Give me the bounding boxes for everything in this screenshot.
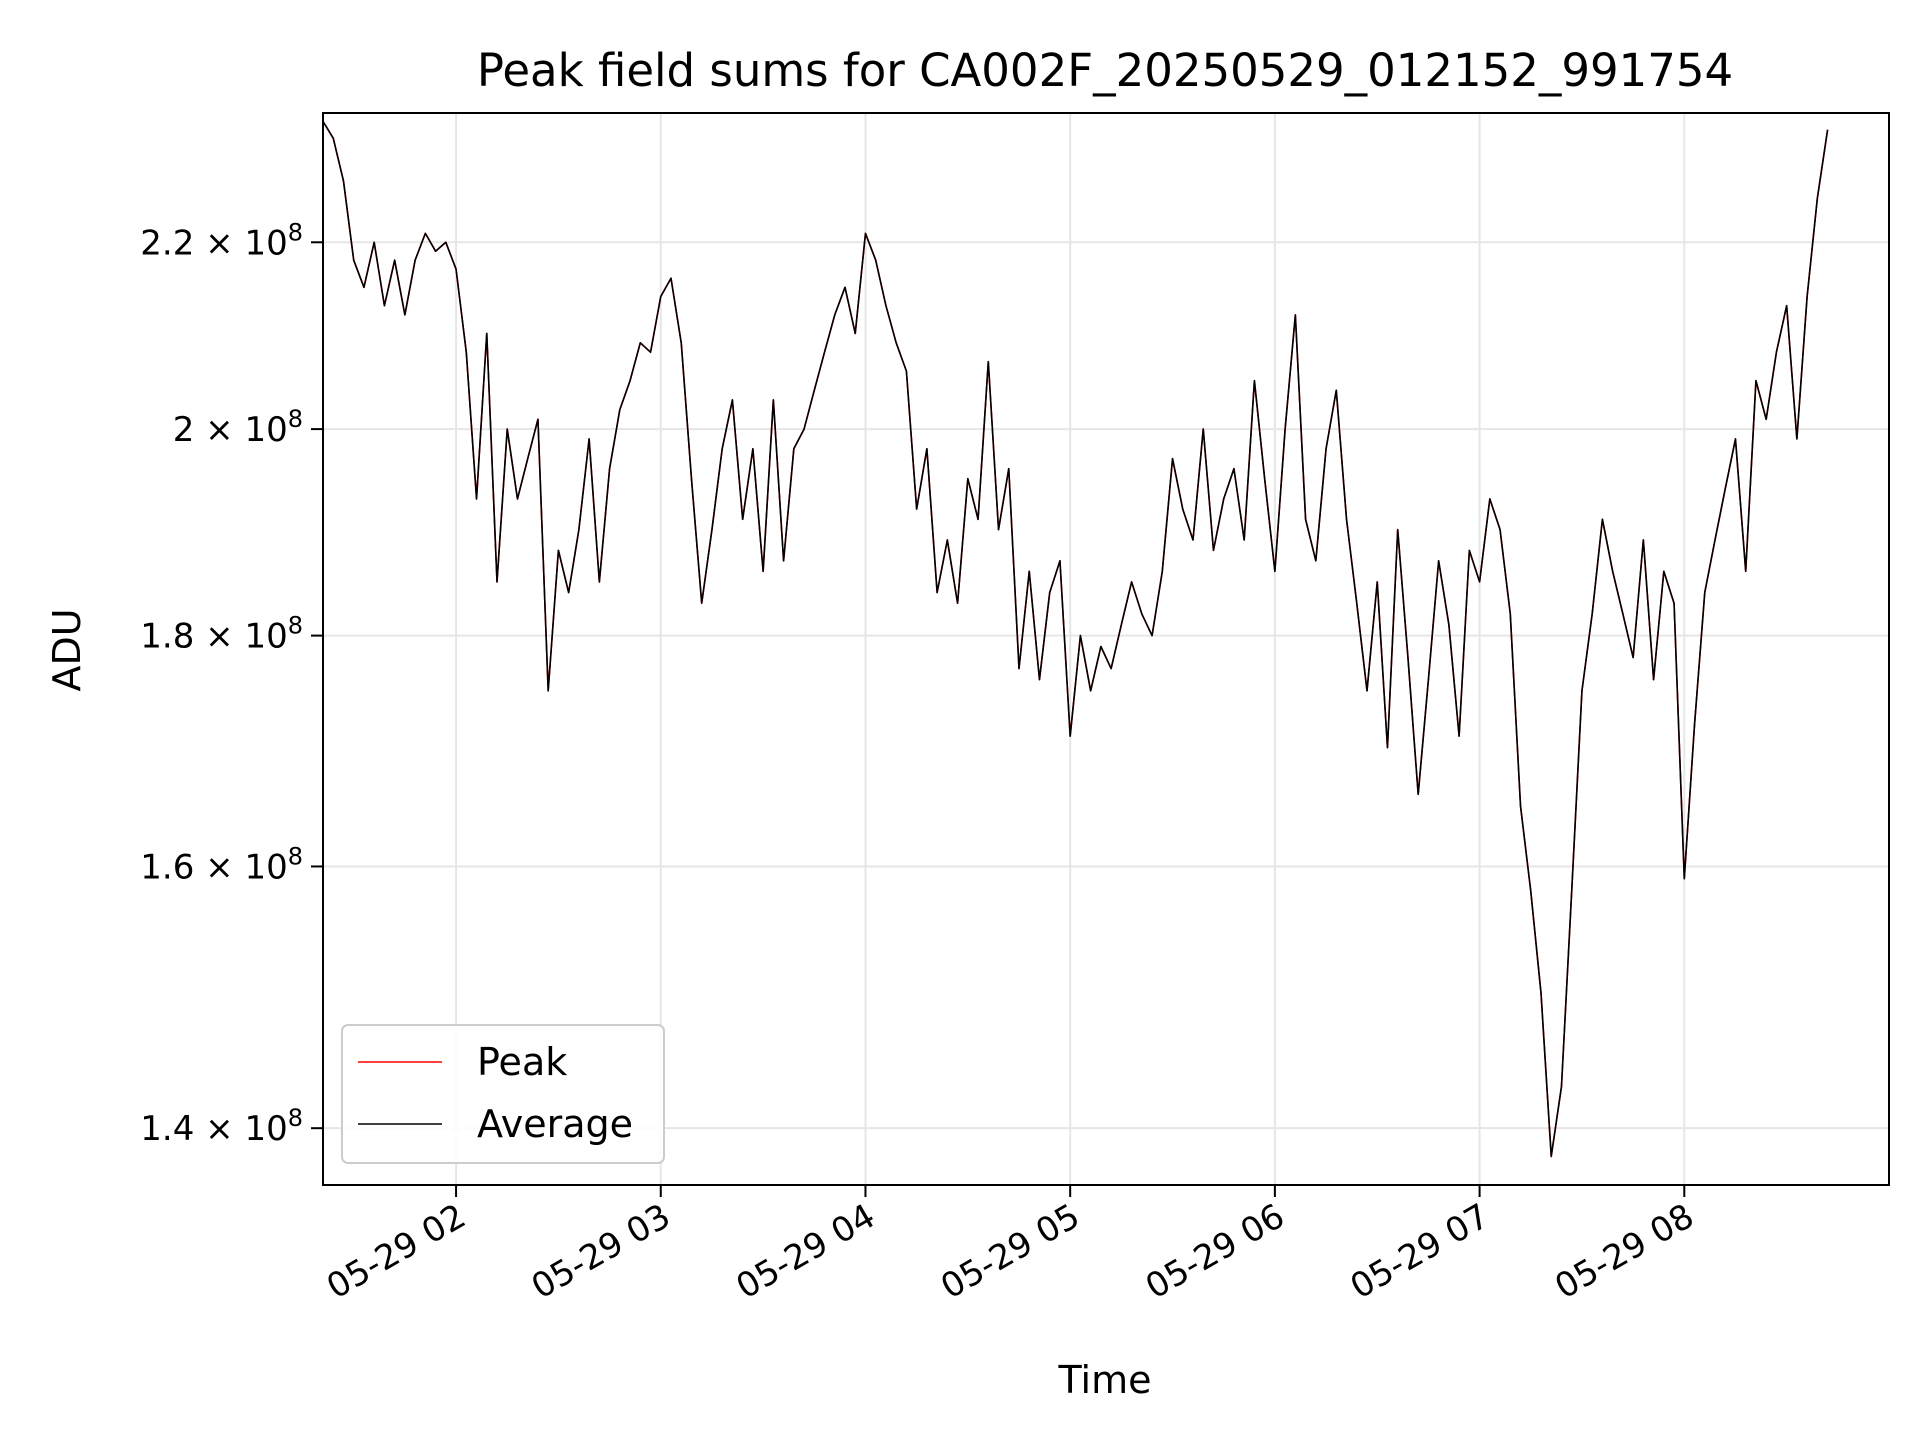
chart-title: Peak field sums for CA002F_20250529_0121… [477, 44, 1733, 97]
y-tick-label: 1.4 × 108 [140, 1104, 303, 1149]
series-line-average [323, 120, 1829, 1158]
x-axis-label: Time [1058, 1358, 1152, 1402]
y-axis-label: ADU [45, 608, 89, 691]
y-tick-label: 1.6 × 108 [140, 842, 303, 887]
y-axis: 1.4 × 108 1.6 × 108 1.8 × 108 2 × 108 2.2 × … [140, 218, 323, 1149]
legend-box [341, 1024, 665, 1164]
plot-lines [323, 120, 1829, 1158]
y-tick-label: 1.8 × 108 [140, 612, 303, 657]
plot-frame [322, 112, 1890, 1186]
legend-label-average: Average [477, 1102, 633, 1146]
y-tick-label: 2 × 108 [173, 405, 303, 450]
legend: Peak Average [341, 1024, 665, 1164]
legend-label-peak: Peak [477, 1040, 567, 1084]
y-tick-label: 2.2 × 108 [140, 218, 303, 263]
